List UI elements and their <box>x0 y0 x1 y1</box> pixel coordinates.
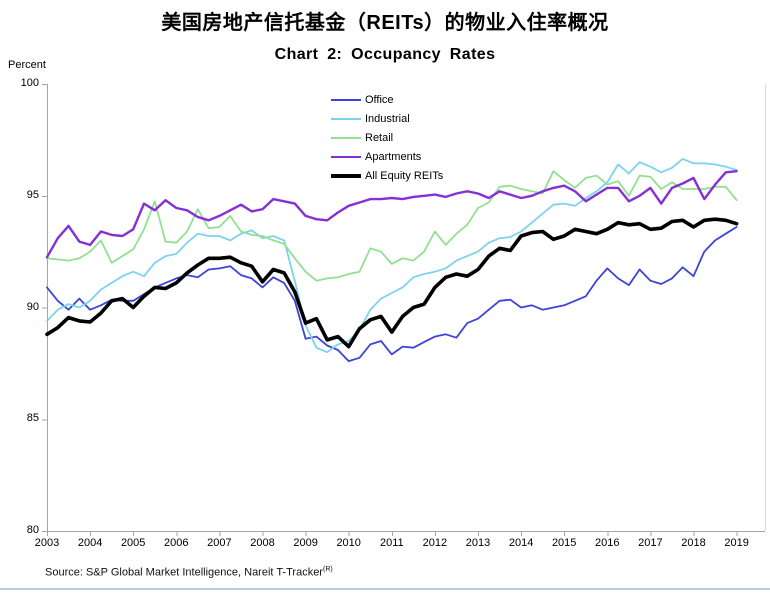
legend-label: Office <box>365 93 394 106</box>
series-line-industrial <box>46 157 738 354</box>
x-tick-label: 2013 <box>465 537 491 549</box>
legend-swatch <box>331 136 361 139</box>
x-tick-label: 2018 <box>681 537 706 549</box>
legend-swatch <box>331 155 361 158</box>
y-tick-label: 90 <box>26 300 39 313</box>
x-tick-label: 2005 <box>120 537 146 549</box>
y-tick-label: 100 <box>20 77 39 89</box>
x-tick-label: 2008 <box>250 537 275 549</box>
x-tick-label: 2007 <box>207 537 232 549</box>
x-tick-label: 2016 <box>595 537 620 549</box>
x-tick-label: 2006 <box>164 537 189 549</box>
series-line-all-equity-reits <box>45 217 739 349</box>
legend-label: All Equity REITs <box>365 169 444 182</box>
source-note: Source: S&P Global Market Intelligence, … <box>45 566 333 579</box>
page-title: 美国房地产信托基金（REITs）的物业入住率概况 <box>161 12 609 34</box>
x-tick-label: 2019 <box>724 537 749 549</box>
x-tick-label: 2010 <box>336 537 361 549</box>
x-tick-label: 2009 <box>293 537 318 549</box>
legend-item-apartments: Apartments <box>331 147 443 166</box>
y-tick-label: 80 <box>26 524 39 536</box>
y-tick-label: 95 <box>26 188 39 201</box>
chart-title: Chart 2: Occupancy Rates <box>274 46 496 63</box>
legend-label: Apartments <box>365 150 422 163</box>
x-tick-label: 2003 <box>34 537 60 549</box>
legend-swatch <box>331 98 361 101</box>
y-tick-label: 85 <box>26 412 39 425</box>
source-text: Source: S&P Global Market Intelligence, … <box>45 566 323 579</box>
legend: Office Industrial Retail Apartments All Equi… <box>331 90 443 185</box>
legend-item-office: Office <box>331 90 443 109</box>
series-line-apartments <box>45 169 738 259</box>
x-tick-label: 2011 <box>379 537 404 549</box>
legend-swatch <box>331 173 361 178</box>
legend-item-retail: Retail <box>331 128 443 147</box>
x-tick-label: 2017 <box>638 537 663 549</box>
series-line-office <box>46 226 738 363</box>
x-tick-label: 2014 <box>508 537 534 549</box>
legend-swatch <box>331 117 361 120</box>
x-tick-label: 2004 <box>77 537 103 549</box>
bottom-divider <box>0 588 770 590</box>
legend-label: Industrial <box>365 112 410 125</box>
legend-label: Retail <box>365 131 394 144</box>
legend-item-industrial: Industrial <box>331 109 443 128</box>
x-tick-label: 2012 <box>422 537 448 549</box>
y-axis-unit-label: Percent <box>8 59 46 71</box>
series-line-retail <box>46 170 738 282</box>
legend-item-all-equity-reits: All Equity REITs <box>331 166 443 185</box>
x-tick-label: 2015 <box>551 537 577 549</box>
source-superscript: (R) <box>322 566 333 573</box>
